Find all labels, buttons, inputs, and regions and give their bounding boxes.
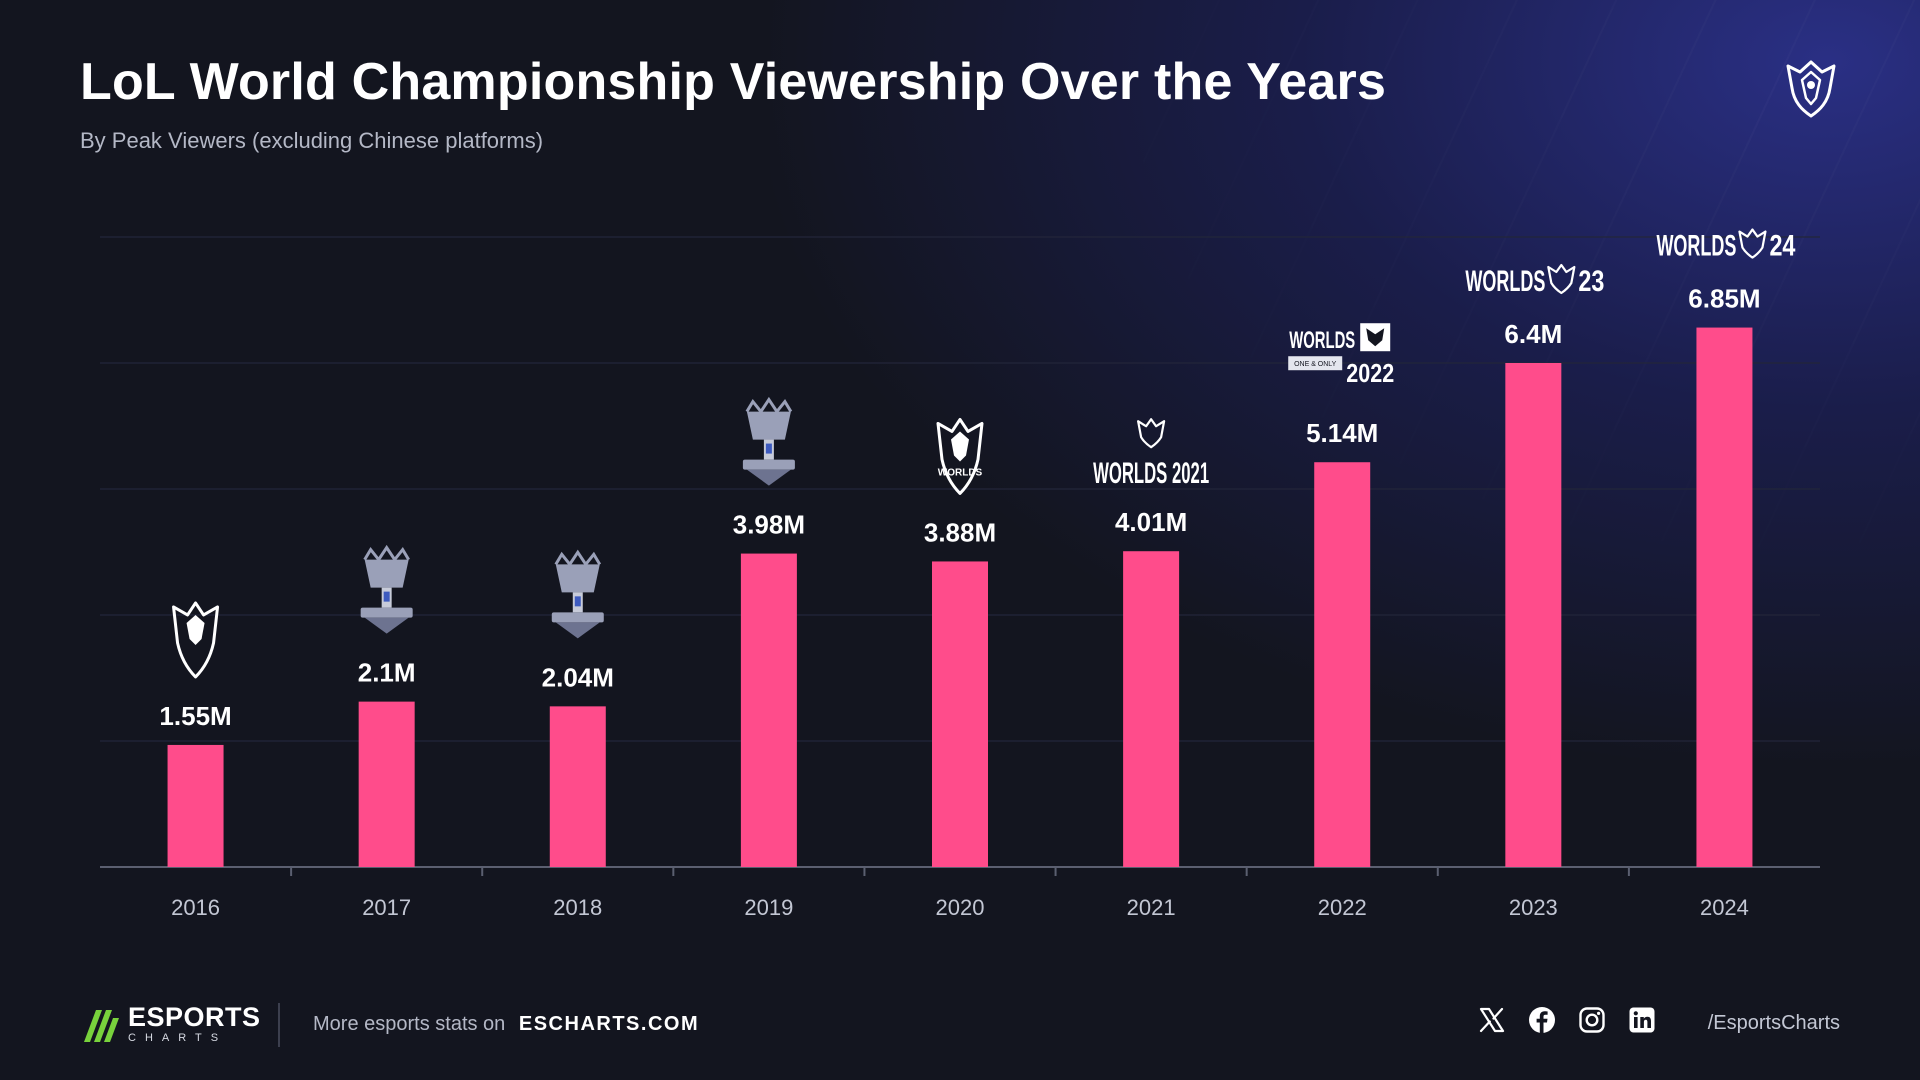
badge-2024: WORLDS 24 [1656, 228, 1796, 263]
x-tick-2021: 2021 [1127, 895, 1176, 920]
brand-sub: CHARTS [128, 1032, 228, 1044]
footer-promo: More esports stats on ESCHARTS.COM [313, 1013, 699, 1036]
badge-text: WORLDS [1656, 230, 1736, 263]
esports-charts-logo-icon [84, 1010, 119, 1042]
badge-2016 [172, 601, 220, 679]
chart-subtitle: By Peak Viewers (excluding Chinese platf… [80, 128, 544, 153]
chart-title: LoL World Championship Viewership Over t… [80, 53, 1387, 111]
x-tick-2020: 2020 [936, 895, 985, 920]
worlds-crest-small-icon [1738, 228, 1767, 259]
bar-2020 [932, 561, 988, 867]
value-label-2022: 5.14M [1306, 418, 1378, 448]
bar-2018 [549, 706, 606, 867]
bar-2022 [1314, 462, 1371, 867]
worlds-wordmark-badge: WORLDS 23 [1465, 263, 1604, 298]
bar-2023 [1505, 363, 1562, 867]
badge-2023: WORLDS 23 [1465, 263, 1604, 298]
instagram-icon[interactable] [1578, 1006, 1606, 1034]
x-tick-2019: 2019 [744, 895, 793, 920]
value-label-2016: 1.55M [159, 701, 231, 731]
worlds-crest-small-icon [1547, 263, 1576, 295]
facebook-icon[interactable] [1528, 1006, 1556, 1034]
trophy-icon [742, 396, 795, 486]
worlds-crest-small-icon [1137, 418, 1166, 449]
x-tick-2024: 2024 [1700, 895, 1749, 920]
bars [167, 327, 1753, 867]
linkedin-icon[interactable] [1628, 1006, 1656, 1034]
badge-tagline-box [1288, 356, 1343, 371]
badge-2020: WORLDS [936, 417, 984, 495]
x-tick-2016: 2016 [171, 895, 220, 920]
value-label-2017: 2.1M [358, 658, 416, 688]
x-tick-2022: 2022 [1318, 895, 1367, 920]
worlds-wordmark-badge: WORLDS 2021 [1093, 418, 1209, 490]
value-label-2023: 6.4M [1504, 319, 1562, 349]
site-link[interactable]: ESCHARTS.COM [518, 1013, 700, 1035]
value-label-2019: 3.98M [733, 510, 805, 540]
value-labels: 1.55M 2.1M 2.04M 3.98M 3.88M 4.01M 5.14M 6.4M 6.… [159, 284, 1760, 731]
trophy-icon [360, 544, 413, 634]
footer-promo-text: More esports stats on [313, 1013, 506, 1035]
value-label-2018: 2.04M [542, 662, 614, 692]
badge-year: 2022 [1346, 358, 1394, 388]
x-tick-2017: 2017 [362, 895, 411, 920]
social-handle[interactable]: /EsportsCharts [1707, 1012, 1840, 1034]
badge-2019 [742, 396, 795, 486]
badge-text: WORLDS [1289, 327, 1355, 354]
badge-suffix: 24 [1769, 230, 1795, 263]
x-icon[interactable] [1478, 1006, 1506, 1034]
badge-text: WORLDS [938, 467, 983, 478]
badge-2018 [551, 549, 604, 639]
value-label-2024: 6.85M [1688, 284, 1760, 314]
bar-2017 [358, 701, 415, 867]
esports-charts-logo[interactable]: ESPORTS CHARTS [80, 1002, 261, 1046]
brand-name: ESPORTS [128, 1002, 261, 1032]
x-tick-labels: 2016 2017 2018 2019 2020 2021 2022 2023 2024 [171, 895, 1749, 920]
badge-text: WORLDS 2021 [1093, 457, 1209, 490]
x-tick-2018: 2018 [553, 895, 602, 920]
bar-2024 [1696, 327, 1753, 867]
bar-2019 [740, 553, 797, 867]
worlds-crest-badge-icon [172, 601, 220, 679]
value-label-2021: 4.01M [1115, 507, 1187, 537]
bar-2016 [167, 744, 224, 867]
trophy-icon [551, 549, 604, 639]
worlds-crest-badge-icon: WORLDS [936, 417, 984, 495]
badge-2017 [360, 544, 413, 634]
bar-2021 [1123, 551, 1180, 867]
footer-divider [278, 1003, 280, 1047]
value-label-2020: 3.88M [924, 517, 996, 547]
badge-2022: WORLDS ONE & ONLY 2022 [1288, 323, 1394, 388]
worlds-crest-icon [1786, 60, 1836, 118]
x-axis [100, 866, 1820, 876]
badge-2021: WORLDS 2021 [1093, 418, 1209, 490]
worlds-wordmark-badge: WORLDS 24 [1656, 228, 1796, 263]
social-links [1478, 1006, 1656, 1034]
worlds-wordmark-badge: WORLDS ONE & ONLY 2022 [1288, 323, 1394, 388]
badge-suffix: 23 [1578, 265, 1604, 298]
badge-tagline: ONE & ONLY [1294, 361, 1337, 368]
x-tick-2023: 2023 [1509, 895, 1558, 920]
badge-text: WORLDS [1465, 265, 1545, 298]
